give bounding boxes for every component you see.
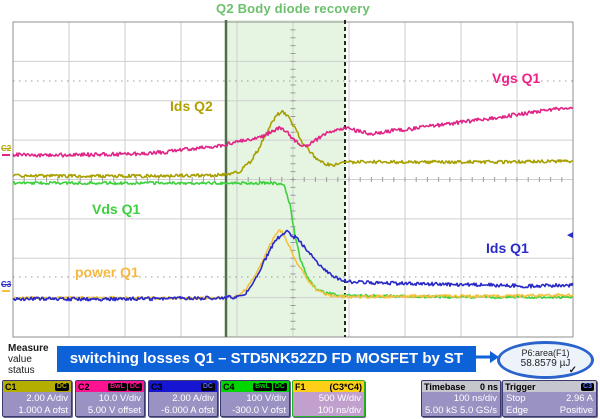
zero-level-tick [2,154,10,156]
coupling-badge-bwl: BwL [253,382,272,391]
scale-per-div: 100 V/div [246,393,286,404]
measurement-value: 58.8579 µJ [520,358,571,369]
scale-per-div: 10.0 V/div [98,393,141,404]
channel-descriptor-c4[interactable]: C4 BwL DC 100 V/div -300.0 V ofst [220,380,290,417]
trace-ids-q1 [12,229,574,302]
measure-panel-row-status: status [8,365,35,376]
zero-level-marker-c2[interactable]: C2 [1,144,12,153]
trace-label-ids-q1: Ids Q1 [486,240,529,256]
offset-value: -6.000 A ofst [161,405,214,416]
trace-label-power-q1: power Q1 [75,264,139,280]
trigger-box[interactable]: Trigger C3 Stop 2.96 A Edge Positive [502,380,597,417]
coupling-badge-bwl: BwL [108,382,127,391]
trigger-level: 2.96 A [566,393,593,404]
highlight-region [226,20,345,337]
scale-per-div: 500 W/div [318,393,361,404]
trigger-title: Trigger [505,381,536,392]
channel-id: C4 [223,381,235,392]
measure-panel-row-measure: Measure [8,343,49,354]
measurement-bubble: P6:area(F1) 58.8579 µJ ✓ [497,341,594,379]
timebase-title: Timebase [424,381,466,392]
offset-value: 100 ns/div [317,405,361,416]
highlight-region-title: Q2 Body diode recovery [216,1,370,16]
trace-ids-q2 [12,110,574,179]
coupling-badge-dc: DC [200,382,215,391]
annotation-banner: switching losses Q1 – STD5NK52ZD FD MOSF… [57,346,476,372]
zero-level-tick [2,290,10,292]
trigger-mode: Stop [506,393,526,404]
offset-value: -300.0 V ofst [232,405,286,416]
channel-descriptor-c3[interactable]: C3 DC 2.00 A/div -6.000 A ofst [148,380,218,417]
trigger-source-badge: C3 [581,382,594,391]
timebase-delay: 0 ns [479,381,498,392]
zero-level-marker-c3[interactable]: C3 [1,280,12,289]
trigger-slope: Positive [559,405,593,416]
trace-label-vgs-q1: Vgs Q1 [492,70,541,86]
scale-per-div: 2.00 A/div [172,393,214,404]
coupling-badge-dc: DC [127,382,142,391]
trigger-level-marker[interactable]: ◄ [565,230,575,241]
channel-descriptor-c1[interactable]: C1 DC 2.00 A/div 1.000 A ofst [2,380,72,417]
channel-descriptor-c2[interactable]: C2 BwL DC 10.0 V/div 5.00 V offset [75,380,145,417]
measure-panel: Measure value status [8,343,49,376]
graticule [12,21,574,338]
timebase-box[interactable]: Timebase 0 ns 100 ns/div 5.00 kS 5.0 GS/… [421,380,501,417]
channel-id: F1 [295,381,306,392]
timebase-samplerate: 5.0 GS/s [460,405,497,416]
channel-id: C3 [151,381,163,392]
measure-panel-row-value: value [8,354,32,365]
channel-descriptor-f1[interactable]: F1 (C3*C4) 500 W/div 100 ns/div [292,380,365,417]
trace-vgs-q1 [12,106,574,158]
timebase-samples: 5.00 kS [425,405,458,416]
coupling-badge-dc: DC [54,382,69,391]
trace-label-vds-q1: Vds Q1 [92,201,141,217]
trace-label-ids-q2: Ids Q2 [170,98,213,114]
channel-id: C1 [5,381,17,392]
banner-arrow [474,351,499,363]
offset-value: 5.00 V offset [87,405,141,416]
scale-per-div: 2.00 A/div [26,393,68,404]
measurement-name: P6:area(F1) [521,348,570,358]
measurement-valid-icon: ✓ [568,365,577,376]
coupling-badge-dc: DC [272,382,287,391]
trigger-type: Edge [506,405,529,416]
channel-id: C2 [78,381,90,392]
offset-value: 1.000 A ofst [18,405,68,416]
function-definition: (C3*C4) [329,381,362,392]
timebase-per-div: 100 ns/div [453,393,497,404]
